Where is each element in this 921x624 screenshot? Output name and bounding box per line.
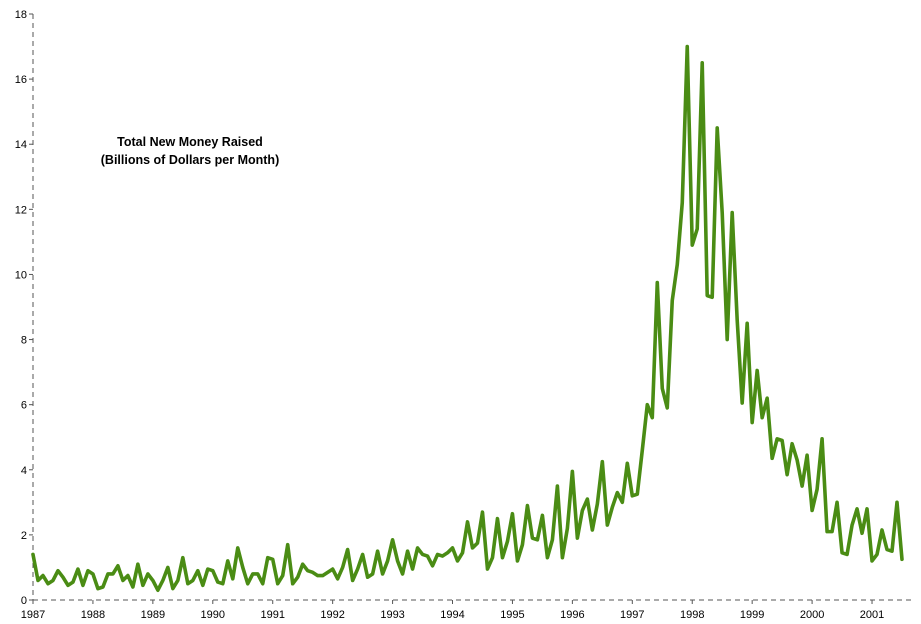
- y-tick-label: 4: [21, 465, 27, 477]
- x-tick-label: 1997: [620, 609, 644, 621]
- y-tick-label: 18: [15, 9, 27, 21]
- x-tick-label: 1999: [740, 609, 764, 621]
- chart-title-line-1: Total New Money Raised: [117, 135, 263, 149]
- y-tick-label: 6: [21, 400, 27, 412]
- chart-title-line-2: (Billions of Dollars per Month): [101, 153, 279, 167]
- x-tick-label: 1988: [81, 609, 105, 621]
- y-tick-label: 12: [15, 204, 27, 216]
- y-tick-label: 14: [15, 139, 27, 151]
- series-line-group: [31, 44, 904, 593]
- x-tick-label: 1991: [260, 609, 284, 621]
- x-tick-label: 1994: [440, 609, 464, 621]
- y-tick-label: 8: [21, 335, 27, 347]
- x-tick-label: 2000: [800, 609, 824, 621]
- x-axis: 1987 1988 1989 1990 1991 1992 1993 1994 1995 1996…: [21, 599, 912, 621]
- x-tick-label: 1996: [560, 609, 584, 621]
- series-line: [31, 44, 904, 593]
- y-tick-label: 16: [15, 74, 27, 86]
- x-tick-label: 1990: [201, 609, 225, 621]
- y-tick-label: 0: [21, 595, 27, 607]
- y-tick-label: 2: [21, 530, 27, 542]
- x-tick-label: 1998: [680, 609, 704, 621]
- x-tick-label: 1992: [320, 609, 344, 621]
- x-tick-label: 1993: [380, 609, 404, 621]
- x-tick-label: 1987: [21, 609, 45, 621]
- y-tick-label: 10: [15, 269, 27, 281]
- x-tick-label: 2001: [860, 609, 884, 621]
- x-tick-label: 1995: [500, 609, 524, 621]
- y-axis: 0 2 4 6 8 10 12 14 16 18: [15, 9, 34, 607]
- x-tick-label: 1989: [141, 609, 165, 621]
